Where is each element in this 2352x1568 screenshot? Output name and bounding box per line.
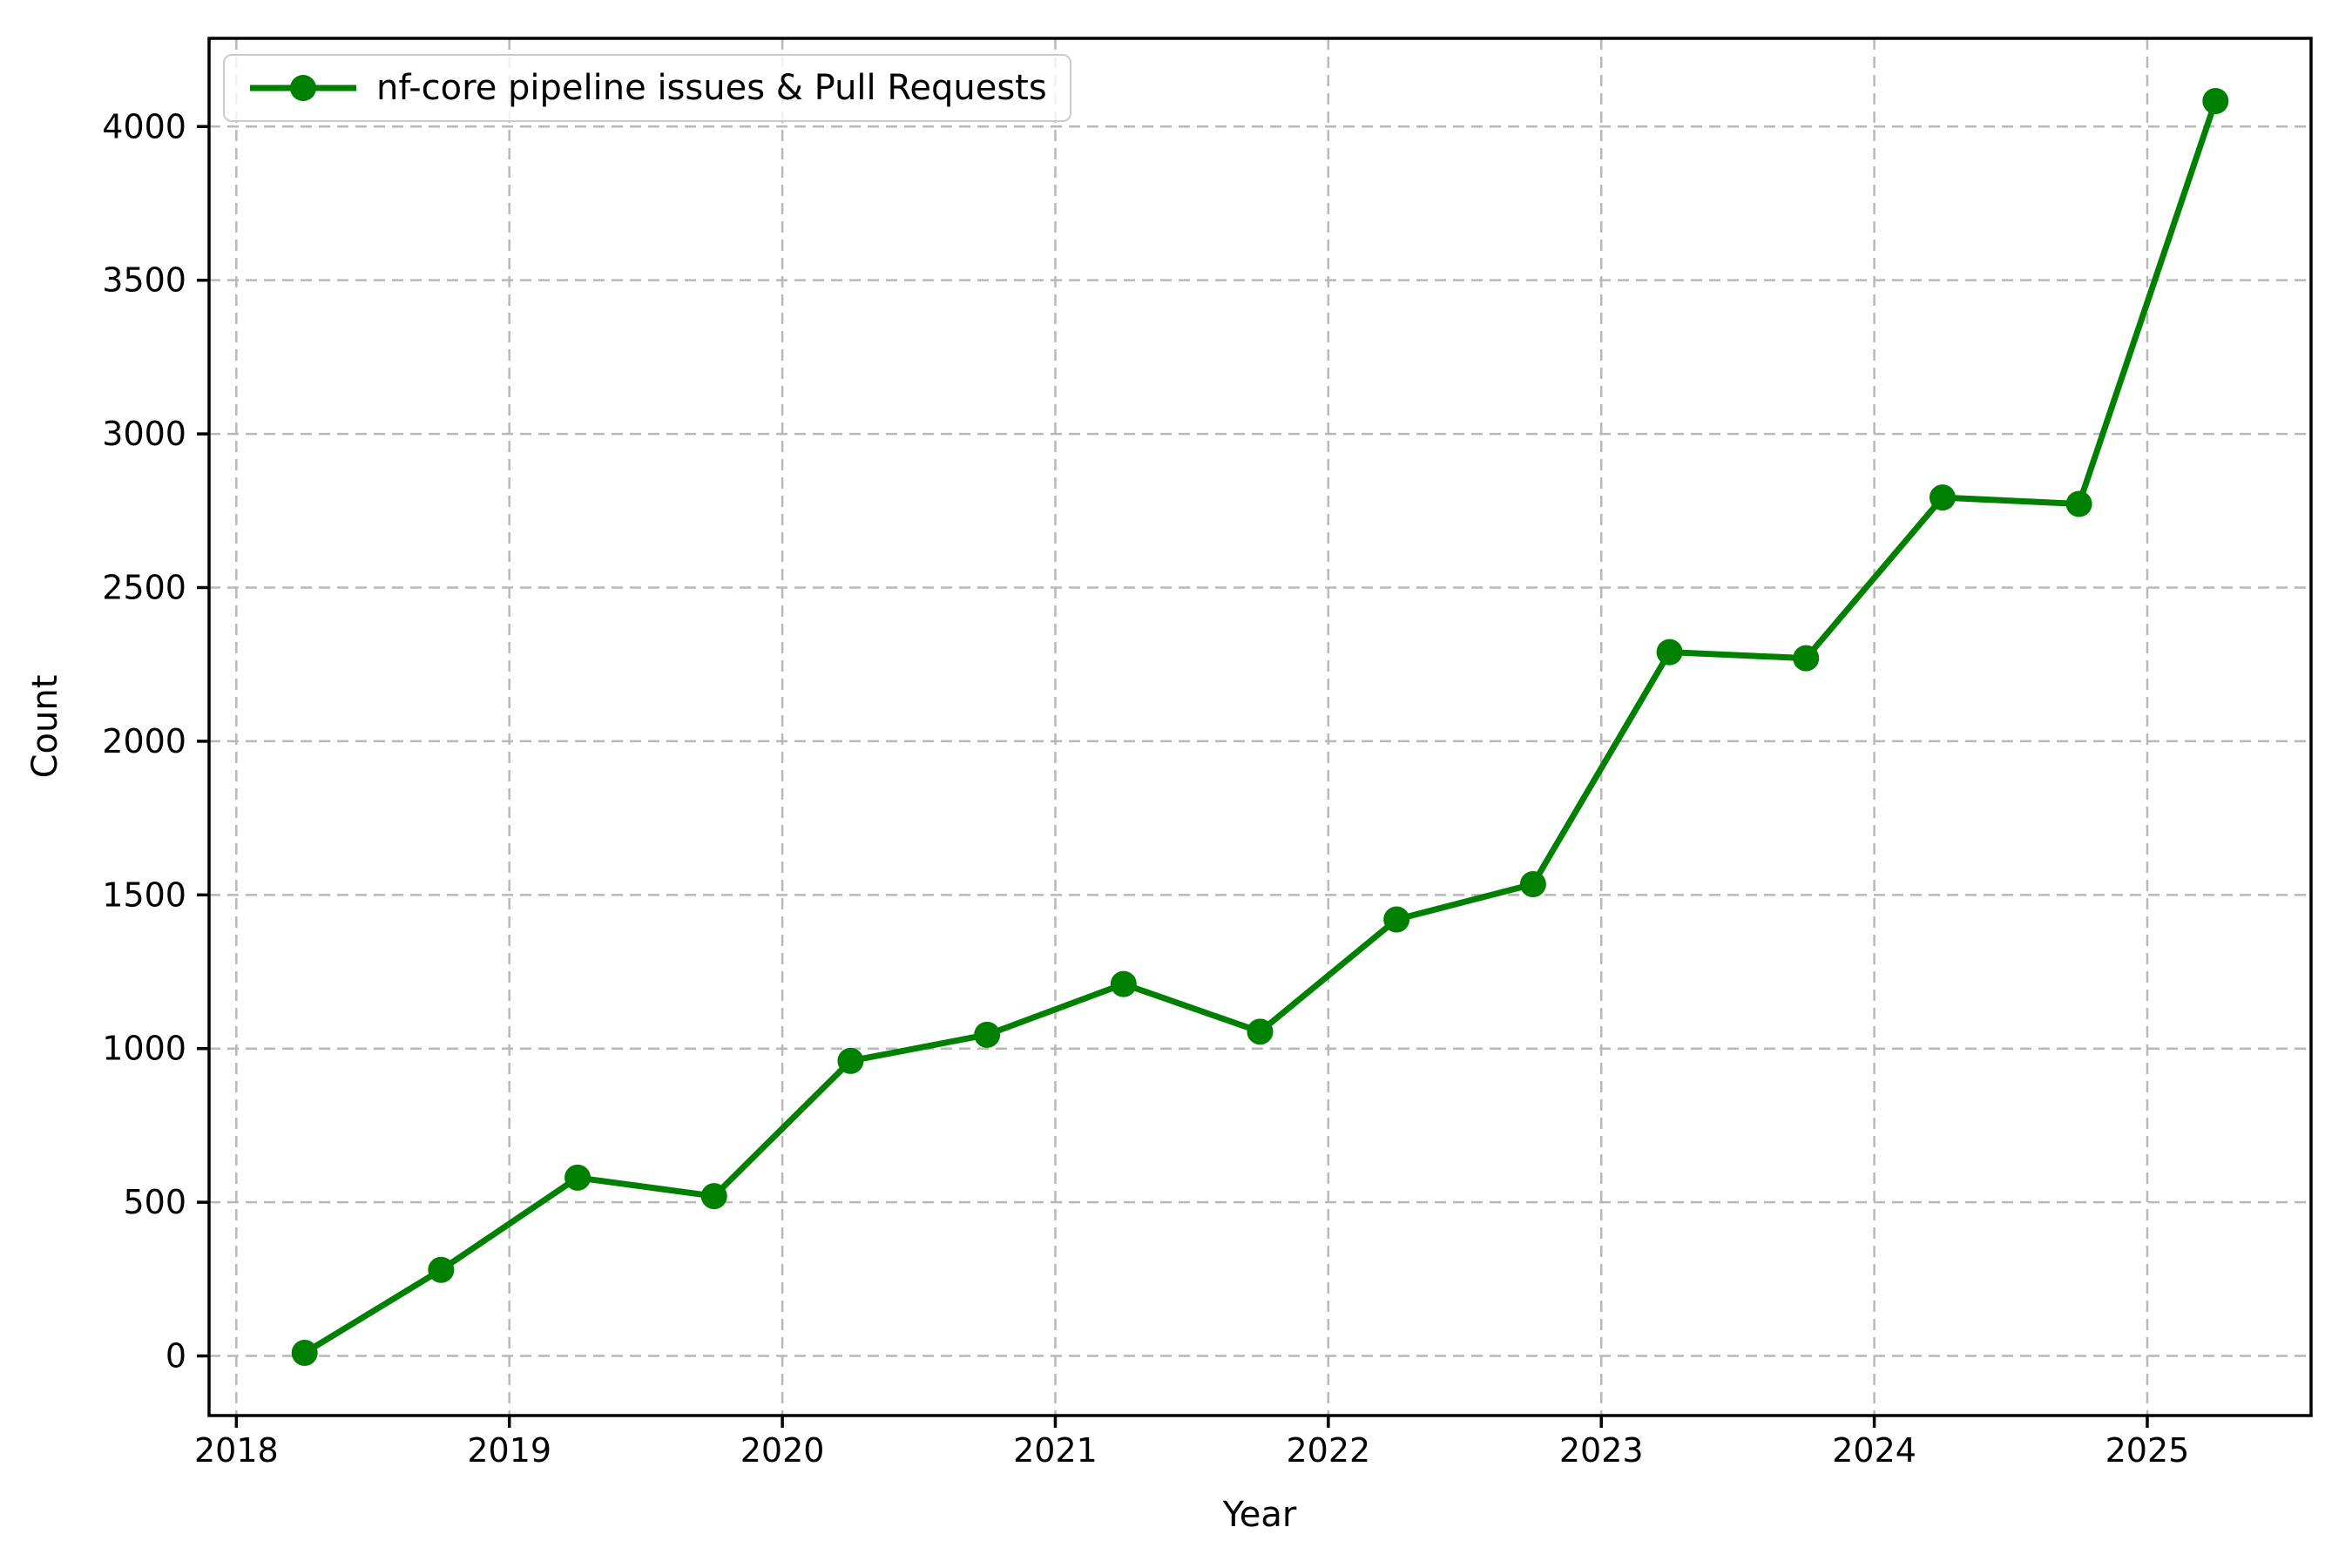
y-tick-label: 3000 — [102, 415, 186, 453]
axes-spines — [207, 37, 2313, 1417]
data-point-marker — [428, 1256, 455, 1283]
data-point-marker — [1519, 870, 1546, 897]
data-point-marker — [291, 1340, 318, 1367]
data-point-marker — [2065, 490, 2092, 517]
x-tick-label: 2022 — [1286, 1431, 1370, 1470]
data-point-marker — [1110, 970, 1137, 997]
data-point-marker — [1656, 639, 1683, 666]
data-point-marker — [1929, 484, 1956, 511]
data-point-marker — [2202, 87, 2229, 114]
x-axis-label: Year — [1222, 1495, 1297, 1535]
y-tick-label: 0 — [166, 1337, 186, 1375]
legend: nf-core pipeline issues & Pull Requests — [223, 54, 1071, 122]
data-point-marker — [700, 1183, 727, 1210]
x-tick-label: 2025 — [2105, 1431, 2190, 1470]
data-point-marker — [564, 1164, 591, 1191]
y-tick-label: 1000 — [102, 1030, 186, 1068]
data-point-marker — [974, 1021, 1001, 1048]
x-tick-label: 2021 — [1013, 1431, 1098, 1470]
data-point-marker — [1247, 1018, 1274, 1045]
x-tick-label: 2019 — [467, 1431, 551, 1470]
legend-line-marker-icon — [250, 75, 356, 101]
data-point-marker — [1793, 645, 1820, 672]
y-tick-label: 1500 — [102, 875, 186, 914]
x-tick-label: 2024 — [1832, 1431, 1916, 1470]
y-axis-label: Count — [25, 674, 65, 779]
y-tick-label: 2000 — [102, 722, 186, 760]
y-tick-label: 500 — [123, 1183, 186, 1221]
y-tick-label: 2500 — [102, 568, 186, 606]
y-tick-label: 3500 — [102, 261, 186, 300]
x-tick-label: 2023 — [1559, 1431, 1644, 1470]
x-tick-label: 2020 — [740, 1431, 825, 1470]
data-point-marker — [837, 1047, 864, 1074]
data-line-series — [301, 98, 2219, 1356]
legend-label: nf-core pipeline issues & Pull Requests — [376, 68, 1047, 108]
data-point-marker — [1383, 906, 1410, 933]
x-tick-label: 2018 — [194, 1431, 279, 1470]
y-tick-label: 4000 — [102, 107, 186, 145]
